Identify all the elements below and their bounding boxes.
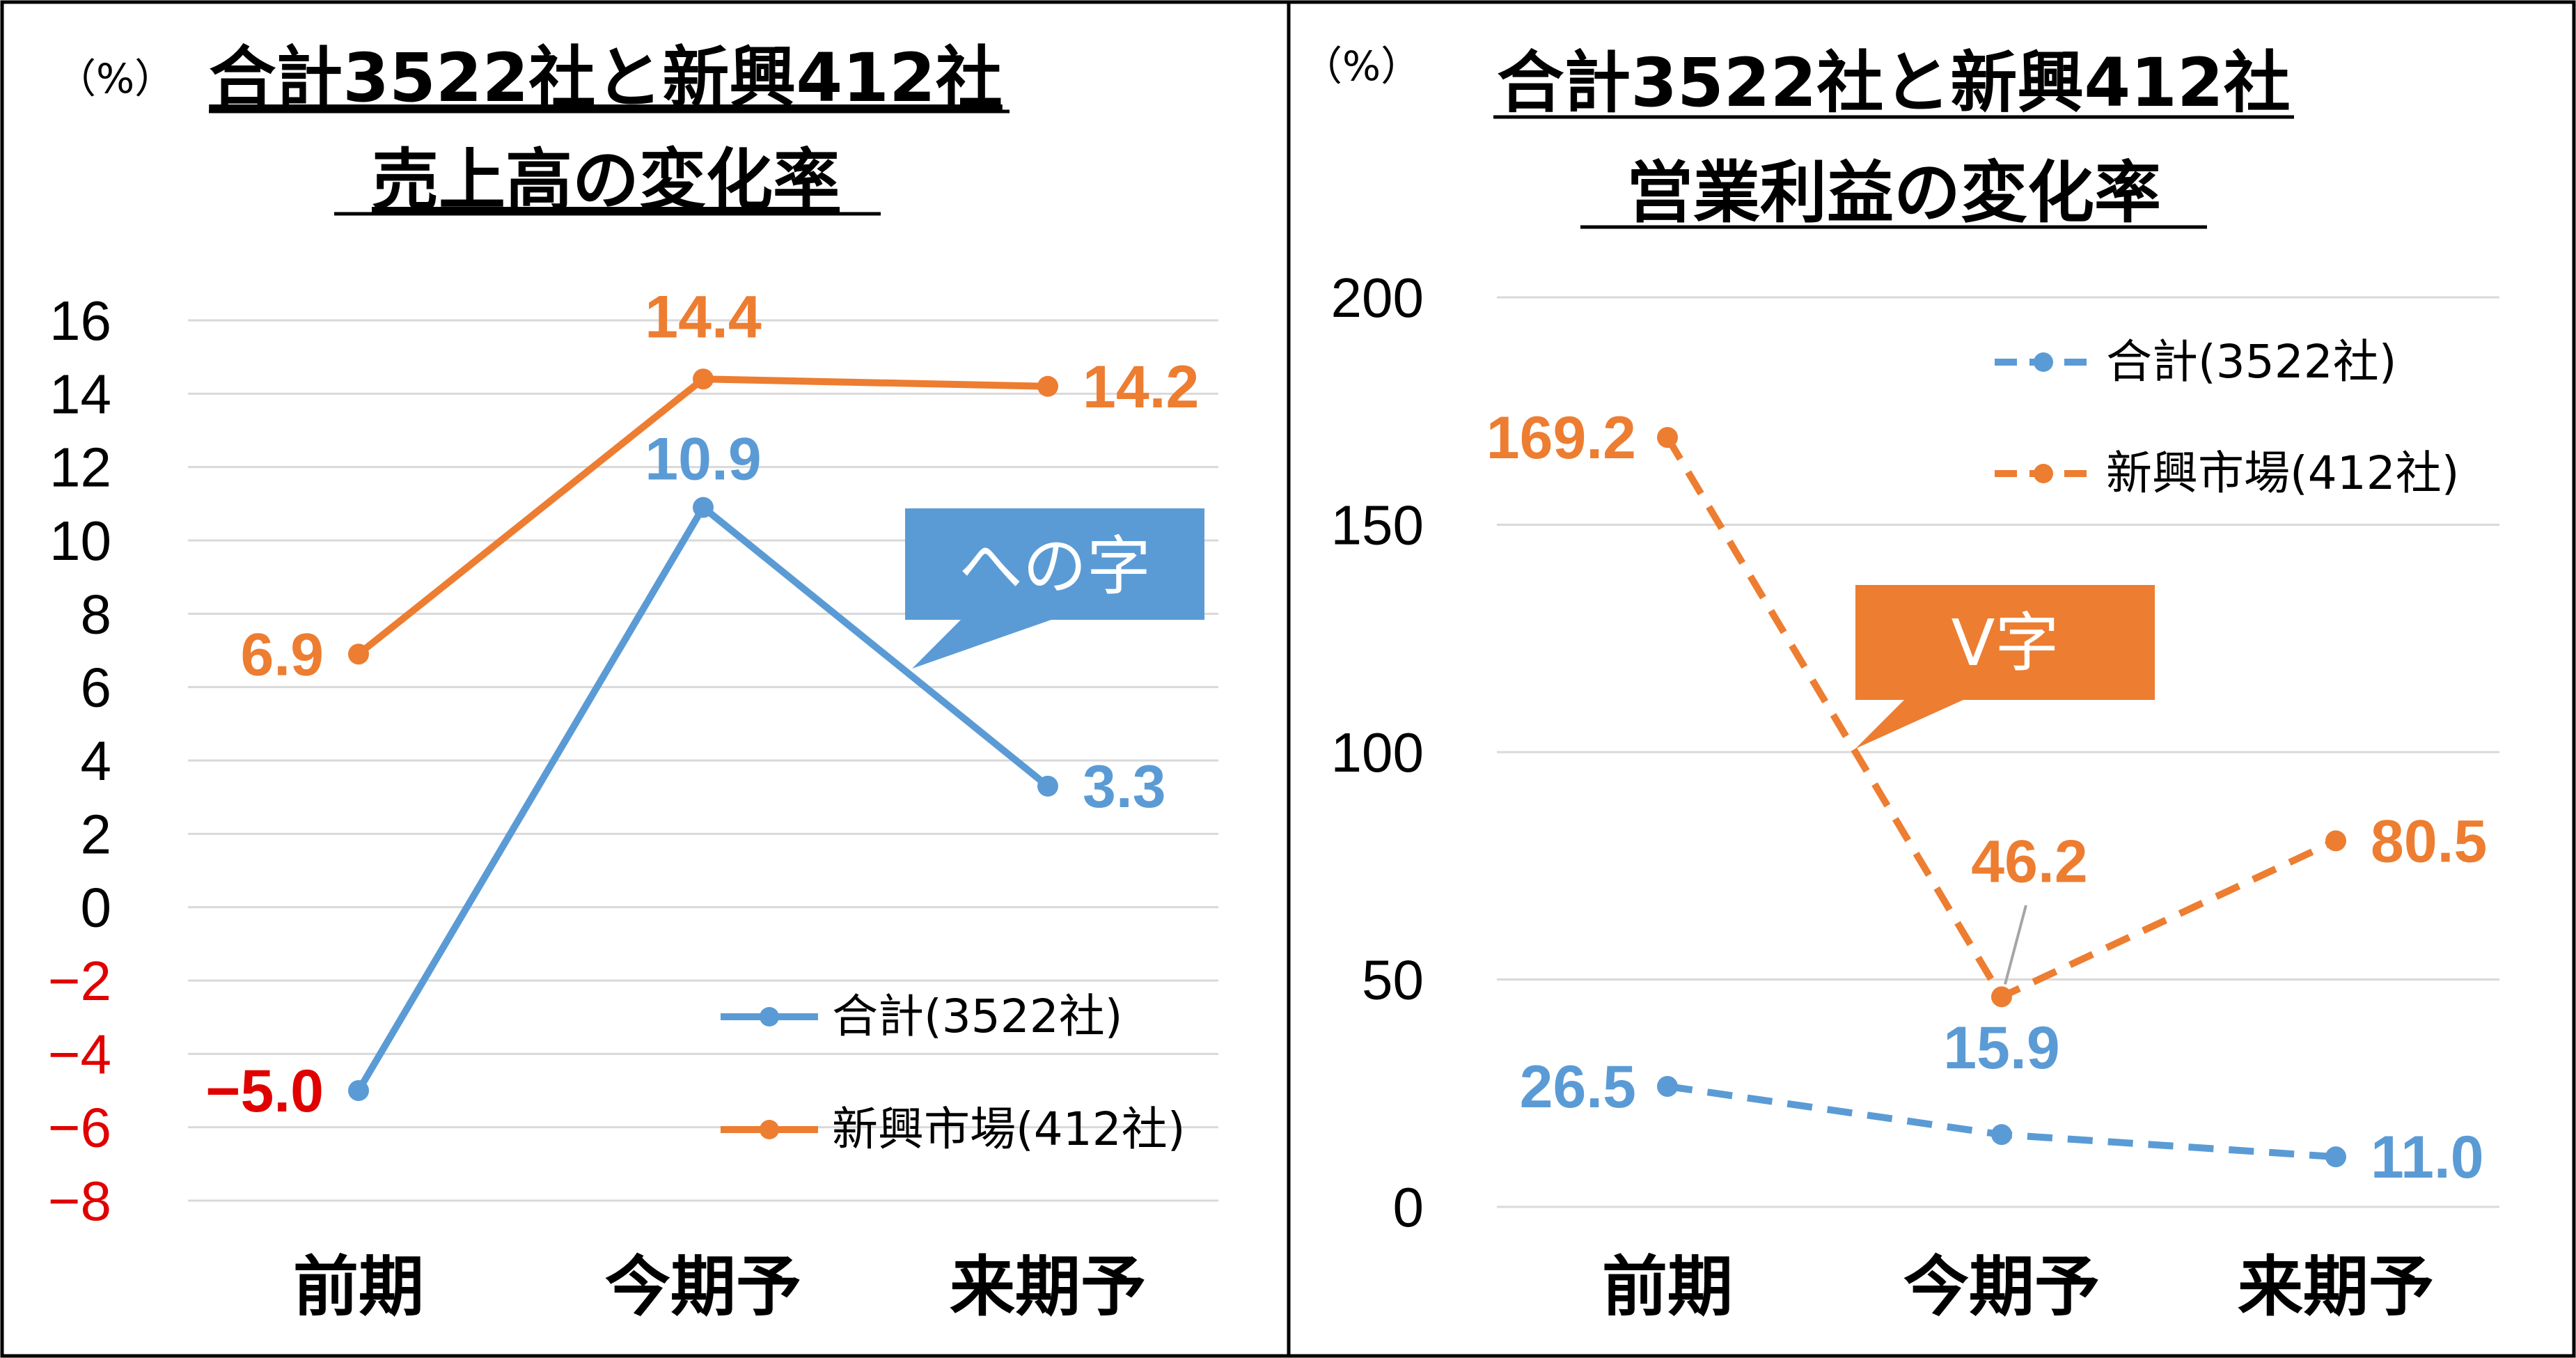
right-legend-marker-2 [2034, 464, 2053, 483]
left-data-label: 14.4 [645, 283, 762, 350]
right-y-tick-label: 50 [1362, 949, 1424, 1011]
left-y-tick-label: −4 [48, 1023, 111, 1085]
left-x-category-label: 来期予 [950, 1249, 1146, 1325]
left-series-2-point [693, 368, 714, 390]
left-series-2-point [348, 643, 369, 665]
right-x-category-label: 来期予 [2238, 1249, 2434, 1325]
right-data-label: 15.9 [1943, 1015, 2059, 1082]
right-series-2-line [1664, 435, 2338, 1001]
left-series-2-point [1037, 375, 1058, 397]
left-y-tick-label: 12 [49, 437, 111, 499]
right-panel-border [1287, 0, 2576, 1358]
left-y-tick-label: 16 [49, 290, 111, 352]
left-callout-text: への字 [959, 529, 1151, 604]
left-legend-entry-2: 新興市場(412社) [832, 1102, 1185, 1156]
right-series-1-point [2325, 1146, 2346, 1168]
right-data-label: 80.5 [2371, 808, 2487, 875]
right-callout-text: V字 [1951, 606, 2059, 680]
right-series-1-line [1667, 1083, 2337, 1161]
right-y-tick-label: 200 [1331, 267, 1424, 329]
right-series-2-point [2325, 830, 2346, 852]
right-legend-entry-2: 新興市場(412社) [2106, 446, 2459, 500]
right-chart-title-line1: 合計3522社と新興412社 [1497, 44, 2291, 122]
left-y-tick-label: 10 [49, 510, 111, 572]
left-callout-box [905, 508, 1204, 669]
right-plot-area: 200 150 100 50 0 前期 今期予 来期予 26.5 15.9 11.0 169.2 46.… [1331, 267, 2499, 1325]
left-data-label: 10.9 [645, 426, 761, 493]
left-y-tick-label: 14 [49, 363, 111, 425]
left-plot-area: 16 14 12 10 8 6 4 2 0 −2 −4 −6 −8 前期 今期予 来期予 −5.0 10.9 3.3… [48, 283, 1218, 1325]
left-series-1-point [1037, 775, 1058, 797]
left-x-category-label: 今期予 [605, 1249, 801, 1325]
right-data-label: 46.2 [1971, 828, 2087, 895]
left-chart-title-line1: 合計3522社と新興412社 [209, 39, 1003, 117]
left-chart-title-line2: 売上高の変化率 [372, 141, 840, 219]
right-label-leader-line [2004, 905, 2027, 985]
right-data-label: 26.5 [1520, 1054, 1636, 1121]
right-y-tick-label: 150 [1331, 494, 1424, 556]
left-y-tick-label: −8 [48, 1170, 111, 1232]
left-y-tick-label: 8 [81, 583, 112, 645]
right-x-category-label: 前期 [1602, 1249, 1733, 1325]
right-series-1-point [1657, 1075, 1678, 1097]
right-data-label: 11.0 [2371, 1124, 2484, 1191]
right-chart-title-line2: 営業利益の変化率 [1626, 154, 2161, 232]
right-y-tick-label: 100 [1331, 721, 1424, 783]
right-unit-label: （%） [1302, 42, 1421, 90]
left-y-tick-label: 0 [81, 877, 112, 939]
left-unit-label: （%） [56, 55, 175, 102]
right-series-2-point [1657, 427, 1678, 448]
right-data-label: 169.2 [1486, 405, 1636, 471]
right-callout-box [1855, 585, 2155, 749]
left-legend-marker-1 [760, 1007, 779, 1027]
left-legend-entry-1: 合計(3522社) [832, 990, 1122, 1043]
left-data-label: 3.3 [1083, 754, 1166, 820]
left-data-label: −5.0 [205, 1058, 324, 1125]
right-legend-entry-1: 合計(3522社) [2106, 335, 2396, 389]
left-y-tick-label: 6 [81, 657, 112, 719]
right-legend-marker-1 [2034, 352, 2053, 372]
left-y-tick-label: 4 [81, 730, 112, 792]
right-series-2-point [1991, 986, 2012, 1008]
left-series-1-point [348, 1080, 369, 1101]
left-series-1-point [693, 497, 714, 518]
left-data-label: 6.9 [240, 621, 324, 688]
left-data-label: 14.2 [1083, 354, 1199, 421]
left-y-tick-label: 2 [81, 803, 112, 865]
right-x-category-label: 今期予 [1903, 1249, 2100, 1325]
left-y-tick-label: −2 [48, 950, 111, 1012]
left-y-tick-label: −6 [48, 1097, 111, 1159]
right-y-tick-label: 0 [1393, 1176, 1424, 1238]
right-series-1-point [1991, 1124, 2012, 1146]
left-legend-marker-2 [760, 1120, 779, 1139]
left-x-category-label: 前期 [293, 1249, 424, 1325]
